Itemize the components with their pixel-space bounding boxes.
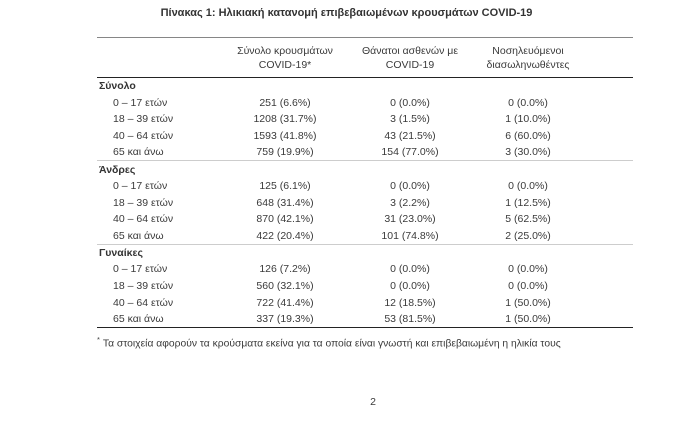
table-row: 65 και άνω 759 (19.9%) 154 (77.0%) 3 (30.0%… <box>97 144 633 161</box>
covid-age-table: Σύνολο κρουσμάτων COVID-19* Θάνατοι ασθε… <box>97 37 633 329</box>
age-group-cell: 0 – 17 ετών <box>113 263 168 276</box>
column-header-cases-line1: Σύνολο κρουσμάτων <box>237 45 333 57</box>
deaths-cell: 0 (0.0%) <box>390 263 430 276</box>
deaths-cell: 0 (0.0%) <box>390 280 430 293</box>
table-row: 0 – 17 ετών 251 (6.6%) 0 (0.0%) 0 (0.0%) <box>97 94 633 111</box>
section-label: Σύνολο <box>99 80 136 93</box>
table-row: 65 και άνω 337 (19.3%) 53 (81.5%) 1 (50.0%) <box>97 311 633 329</box>
cases-cell: 337 (19.3%) <box>210 311 360 329</box>
row-spacer-cell <box>596 128 633 145</box>
table-row: 65 και άνω 422 (20.4%) 101 (74.8%) 2 (25.0%… <box>97 228 633 245</box>
deaths-cell: 154 (77.0%) <box>381 146 439 159</box>
intubated-cell: 0 (0.0%) <box>508 96 548 109</box>
row-spacer-cell <box>596 194 633 211</box>
cases-cell: 251 (6.6%) <box>259 96 311 109</box>
column-header-cases: Σύνολο κρουσμάτων COVID-19* <box>210 37 360 78</box>
intubated-cell: 0 (0.0%) <box>508 179 548 192</box>
row-spacer-cell <box>596 211 633 228</box>
row-spacer-cell <box>596 278 633 295</box>
table-row: 40 – 64 ετών 1593 (41.8%) 43 (21.5%) 6 (60.… <box>97 128 633 145</box>
footnote-asterisk: * <box>97 335 100 344</box>
age-group-cell: 18 – 39 ετών <box>113 113 174 126</box>
row-spacer-cell <box>596 228 633 245</box>
age-group-cell: 18 – 39 ετών <box>113 196 174 209</box>
table-body: Σύνολο 0 – 17 ετών 251 (6.6%) 0 (0.0%) 0 (0.… <box>97 78 633 329</box>
section-label: Γυναίκες <box>97 243 633 262</box>
section-label: Άνδρες <box>97 160 633 178</box>
intubated-cell: 6 (60.0%) <box>505 129 551 142</box>
header-spacer-cell <box>596 37 633 78</box>
cases-cell: 560 (32.1%) <box>256 280 314 293</box>
intubated-cell: 0 (0.0%) <box>508 280 548 293</box>
cases-cell: 870 (42.1%) <box>256 213 314 226</box>
table-row: 0 – 17 ετών 126 (7.2%) 0 (0.0%) 0 (0.0%) <box>97 261 633 278</box>
table-row: 40 – 64 ετών 722 (41.4%) 12 (18.5%) 1 (50.0… <box>97 294 633 311</box>
column-header-intubated-line2: διασωληνωθέντες <box>486 59 570 71</box>
table-row: 18 – 39 ετών 1208 (31.7%) 3 (1.5%) 1 (10.0%… <box>97 111 633 128</box>
deaths-cell: 31 (23.0%) <box>384 213 436 226</box>
age-group-cell: 40 – 64 ετών <box>113 296 174 309</box>
deaths-cell: 0 (0.0%) <box>390 179 430 192</box>
row-spacer-cell <box>596 311 633 329</box>
section-header-row: Γυναίκες <box>97 243 633 262</box>
age-group-cell: 40 – 64 ετών <box>113 213 174 226</box>
intubated-cell: 2 (25.0%) <box>505 229 551 242</box>
deaths-cell: 12 (18.5%) <box>384 296 436 309</box>
deaths-cell: 0 (0.0%) <box>390 96 430 109</box>
row-spacer-cell <box>596 111 633 128</box>
header-row: Σύνολο κρουσμάτων COVID-19* Θάνατοι ασθε… <box>97 37 633 78</box>
intubated-cell: 0 (0.0%) <box>508 263 548 276</box>
cases-cell: 648 (31.4%) <box>256 196 314 209</box>
column-header-cases-line2: COVID-19* <box>258 59 312 71</box>
cases-cell: 1208 (31.7%) <box>253 113 317 126</box>
table-row: 18 – 39 ετών 560 (32.1%) 0 (0.0%) 0 (0.0%) <box>97 278 633 295</box>
table-row: 18 – 39 ετών 648 (31.4%) 3 (2.2%) 1 (12.5%) <box>97 194 633 211</box>
age-group-cell: 65 και άνω <box>113 229 164 242</box>
column-header-deaths: Θάνατοι ασθενών με COVID-19 <box>360 37 460 78</box>
age-group-cell: 40 – 64 ετών <box>113 129 174 142</box>
column-header-deaths-line2: COVID-19 <box>385 59 435 71</box>
column-header-intubated-line1: Νοσηλευόμενοι <box>492 45 564 57</box>
column-header-intubated: Νοσηλευόμενοι διασωληνωθέντες <box>460 37 596 78</box>
page-number: 2 <box>370 396 376 408</box>
header-empty-cell <box>97 37 210 78</box>
age-group-cell: 0 – 17 ετών <box>113 179 168 192</box>
age-group-cell: 65 και άνω <box>113 146 164 159</box>
row-spacer-cell <box>596 294 633 311</box>
intubated-cell: 1 (12.5%) <box>505 196 551 209</box>
intubated-cell: 1 (10.0%) <box>505 113 551 126</box>
column-header-deaths-line1: Θάνατοι ασθενών με <box>361 45 459 57</box>
cases-cell: 1593 (41.8%) <box>253 129 317 142</box>
deaths-cell: 101 (74.8%) <box>381 229 439 242</box>
intubated-cell: 1 (50.0%) <box>505 296 551 309</box>
deaths-cell: 3 (1.5%) <box>390 113 430 126</box>
table-row: 40 – 64 ετών 870 (42.1%) 31 (23.0%) 5 (62.5… <box>97 211 633 228</box>
footnote-text: Τα στοιχεία αφορούν τα κρούσματα εκείνα … <box>102 338 561 350</box>
cases-cell: 125 (6.1%) <box>259 179 311 192</box>
age-group-cell: 18 – 39 ετών <box>113 280 174 293</box>
intubated-cell: 5 (62.5%) <box>505 213 551 226</box>
intubated-cell: 1 (50.0%) <box>460 311 596 329</box>
table-row: 0 – 17 ετών 125 (6.1%) 0 (0.0%) 0 (0.0%) <box>97 178 633 195</box>
footnote: * Τα στοιχεία αφορούν τα κρούσματα εκείνα… <box>97 333 633 350</box>
row-spacer-cell <box>596 94 633 111</box>
age-group-cell: 0 – 17 ετών <box>113 96 168 109</box>
table-header: Σύνολο κρουσμάτων COVID-19* Θάνατοι ασθε… <box>97 37 633 78</box>
age-group-cell: 65 και άνω <box>97 311 210 329</box>
section-header-row: Άνδρες <box>97 160 633 178</box>
cases-cell: 126 (7.2%) <box>259 263 311 276</box>
deaths-cell: 53 (81.5%) <box>360 311 460 329</box>
cases-cell: 722 (41.4%) <box>256 296 314 309</box>
table-title: Πίνακας 1: Ηλικιακή κατανομή επιβεβαιωμέ… <box>160 7 533 19</box>
cases-cell: 422 (20.4%) <box>256 229 314 242</box>
row-spacer-cell <box>596 261 633 278</box>
cases-cell: 759 (19.9%) <box>256 146 314 159</box>
row-spacer-cell <box>596 144 633 161</box>
intubated-cell: 3 (30.0%) <box>505 146 551 159</box>
deaths-cell: 43 (21.5%) <box>384 129 436 142</box>
section-header-row: Σύνολο <box>97 78 633 95</box>
row-spacer-cell <box>596 178 633 195</box>
deaths-cell: 3 (2.2%) <box>390 196 430 209</box>
